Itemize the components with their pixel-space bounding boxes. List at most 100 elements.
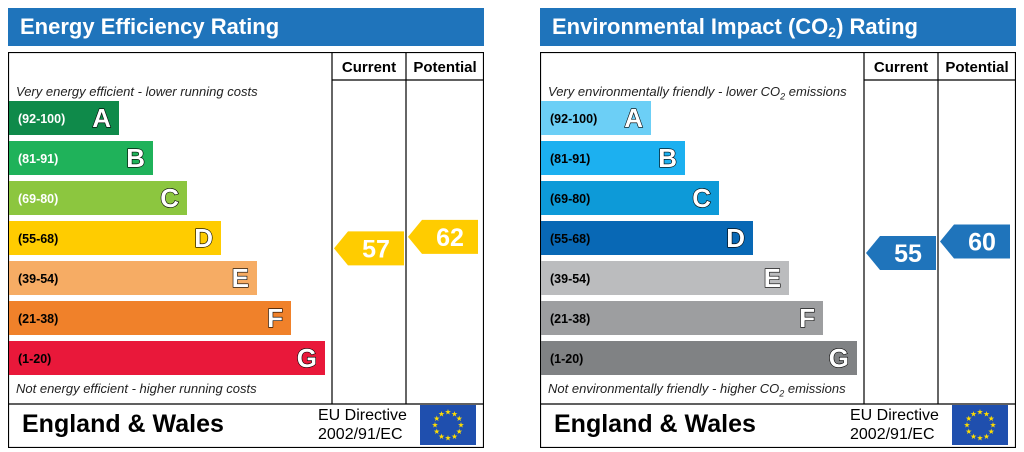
band-bar <box>541 141 685 175</box>
star-icon: ★ <box>458 421 465 430</box>
band-bar <box>9 221 221 255</box>
band-letter-label: E <box>764 263 781 293</box>
star-icon: ★ <box>456 427 463 436</box>
bottom-caption: Not energy efficient - higher running co… <box>16 381 257 396</box>
band-range-label: (69-80) <box>550 192 590 206</box>
environmental-impact-panel: Environmental Impact (CO2) Rating (92-10… <box>540 8 1016 448</box>
potential-rating-arrow-value: 62 <box>436 224 464 252</box>
band-range-label: (39-54) <box>550 272 590 286</box>
band-range-label: (55-68) <box>550 232 590 246</box>
star-icon: ★ <box>988 414 995 423</box>
band-bar <box>9 341 325 375</box>
band-bar <box>9 181 187 215</box>
current-rating-arrow-value: 57 <box>362 235 390 263</box>
band-range-label: (92-100) <box>550 112 597 126</box>
band-range-label: (55-68) <box>18 232 58 246</box>
band-a: (92-100) A <box>9 101 119 135</box>
band-letter-label: D <box>726 223 745 253</box>
flag-field <box>952 405 1008 445</box>
potential-column-header: Potential <box>945 59 1009 76</box>
star-icon: ★ <box>438 432 445 441</box>
energy-efficiency-chart: (92-100) A (81-91) B (69-80) C (55-68) D (39-54)… <box>8 52 484 448</box>
band-f: (21-38) F <box>9 301 291 335</box>
star-icon: ★ <box>445 408 452 417</box>
band-c: (69-80) C <box>9 181 187 215</box>
top-caption: Very energy efficient - lower running co… <box>16 84 258 99</box>
star-icon: ★ <box>456 414 463 423</box>
rating-chart: (92-100) A (81-91) B (69-80) C (55-68) D (39-54)… <box>8 52 484 448</box>
title-prefix: Environmental Impact (CO2) Rating <box>552 14 918 40</box>
environmental-impact-chart: (92-100) A (81-91) B (69-80) C (55-68) D (39-54)… <box>540 52 1016 448</box>
directive-line-1: EU Directive <box>318 407 407 424</box>
band-range-label: (92-100) <box>18 112 65 126</box>
star-icon: ★ <box>451 432 458 441</box>
star-icon: ★ <box>433 414 440 423</box>
band-letter-label: E <box>232 263 249 293</box>
band-range-label: (1-20) <box>550 352 583 366</box>
band-g: (1-20) G <box>541 341 857 375</box>
band-letter-label: B <box>126 143 145 173</box>
band-g: (1-20) G <box>9 341 325 375</box>
band-letter-label: D <box>194 223 213 253</box>
band-range-label: (81-91) <box>550 152 590 166</box>
band-letter-label: G <box>297 343 317 373</box>
star-icon: ★ <box>977 434 984 443</box>
potential-rating-arrow-value: 60 <box>968 228 996 256</box>
band-letter-label: A <box>92 103 111 133</box>
band-bar <box>9 141 153 175</box>
eu-directive-label: EU Directive 2002/91/EC <box>318 406 407 444</box>
band-bar <box>9 101 119 135</box>
band-range-label: (21-38) <box>550 312 590 326</box>
band-range-label: (1-20) <box>18 352 51 366</box>
directive-line-2: 2002/91/EC <box>318 426 403 443</box>
region-label: England & Wales <box>554 410 756 438</box>
star-icon: ★ <box>977 408 984 417</box>
top-caption: Very environmentally friendly - lower CO… <box>548 84 847 102</box>
current-rating-arrow-shape <box>334 231 404 266</box>
current-rating-arrow: 55 <box>866 236 936 270</box>
star-icon: ★ <box>432 421 439 430</box>
band-d: (55-68) D <box>9 221 221 255</box>
band-range-label: (81-91) <box>18 152 58 166</box>
eu-directive-label: EU Directive 2002/91/EC <box>850 406 939 444</box>
star-icon: ★ <box>988 427 995 436</box>
star-icon: ★ <box>964 421 971 430</box>
star-icon: ★ <box>990 421 997 430</box>
current-rating-arrow: 57 <box>334 231 404 266</box>
potential-rating-arrow-shape <box>408 219 478 254</box>
current-column-header: Current <box>873 59 929 76</box>
star-icon: ★ <box>970 432 977 441</box>
band-b: (81-91) B <box>541 141 685 175</box>
band-d: (55-68) D <box>541 221 753 255</box>
band-bar <box>541 181 719 215</box>
band-letter-label: A <box>624 103 643 133</box>
star-icon: ★ <box>983 432 990 441</box>
band-a: (92-100) A <box>541 101 651 135</box>
star-icon: ★ <box>438 409 445 418</box>
band-range-label: (21-38) <box>18 312 58 326</box>
band-bar <box>541 261 789 295</box>
current-column-header: Current <box>341 59 397 76</box>
rating-chart: (92-100) A (81-91) B (69-80) C (55-68) D (39-54)… <box>540 52 1016 448</box>
bottom-caption: Not environmentally friendly - higher CO… <box>548 381 846 399</box>
band-bar <box>541 341 857 375</box>
potential-rating-arrow: 60 <box>940 224 1010 259</box>
band-e: (39-54) E <box>541 261 789 295</box>
band-letter-label: G <box>829 343 849 373</box>
star-icon: ★ <box>965 414 972 423</box>
potential-rating-arrow-shape <box>940 224 1010 259</box>
band-letter-label: F <box>267 303 283 333</box>
band-range-label: (69-80) <box>18 192 58 206</box>
band-bar <box>541 101 651 135</box>
band-b: (81-91) B <box>9 141 153 175</box>
band-letter-label: C <box>160 183 179 213</box>
band-bar <box>541 301 823 335</box>
current-rating-arrow-shape <box>866 236 936 270</box>
star-icon: ★ <box>445 434 452 443</box>
region-label: England & Wales <box>22 410 224 438</box>
potential-column-header: Potential <box>413 59 477 76</box>
flag-field <box>420 405 476 445</box>
eu-flag-icon: ★★★★★★★★★ ★ ★★ <box>952 405 1008 445</box>
panel-title: Environmental Impact (CO2) Rating <box>540 8 1016 46</box>
star-icon: ★ <box>965 427 972 436</box>
